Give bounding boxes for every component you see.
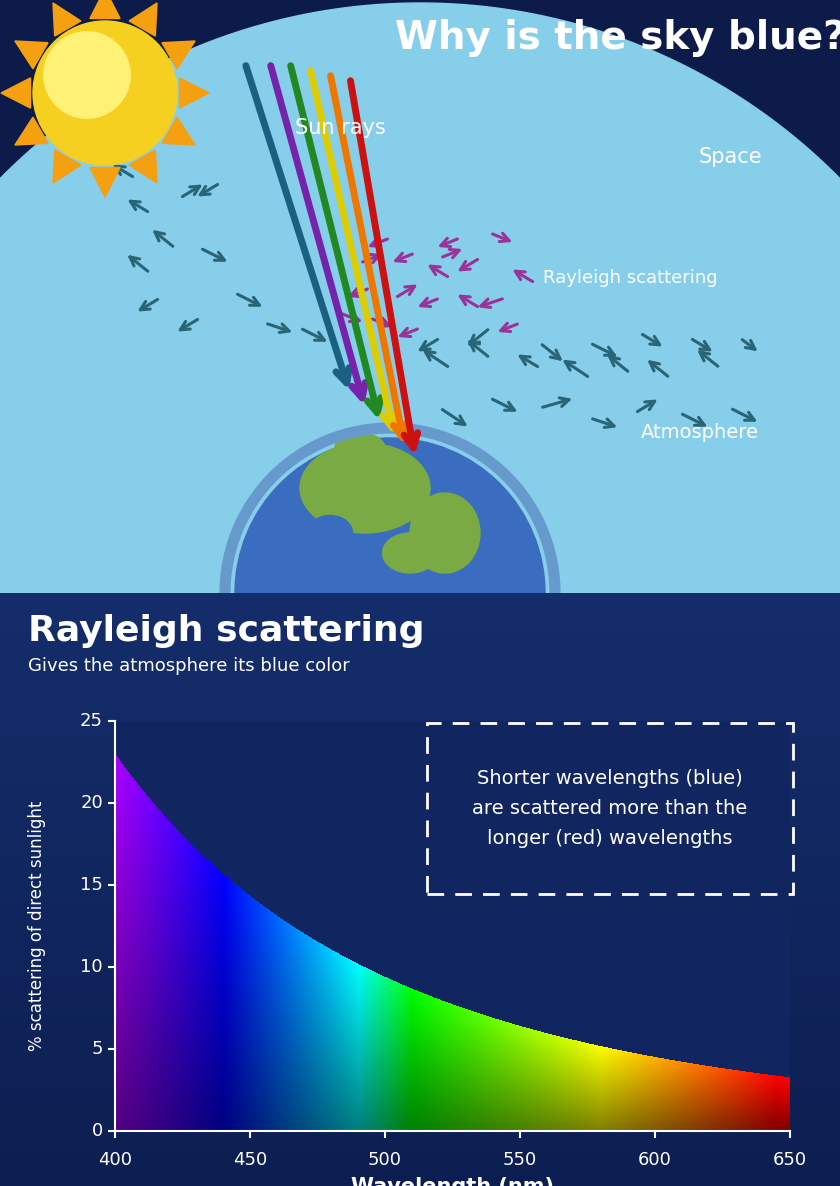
- Polygon shape: [0, 4, 840, 593]
- Text: 450: 450: [233, 1150, 267, 1169]
- Circle shape: [33, 21, 177, 165]
- Text: 500: 500: [368, 1150, 402, 1169]
- Polygon shape: [129, 149, 157, 183]
- Polygon shape: [90, 0, 120, 19]
- Ellipse shape: [335, 433, 385, 463]
- Text: 10: 10: [81, 958, 103, 976]
- Text: 0: 0: [92, 1122, 103, 1140]
- Polygon shape: [162, 42, 195, 69]
- Text: Rayleigh scattering: Rayleigh scattering: [28, 614, 424, 648]
- Polygon shape: [53, 2, 81, 36]
- Text: % scattering of direct sunlight: % scattering of direct sunlight: [28, 801, 46, 1051]
- Text: 20: 20: [81, 793, 103, 812]
- Text: 600: 600: [638, 1150, 672, 1169]
- Text: Space: Space: [698, 147, 762, 167]
- Polygon shape: [180, 78, 209, 108]
- Ellipse shape: [300, 444, 430, 533]
- Text: Rayleigh scattering: Rayleigh scattering: [543, 269, 717, 287]
- Ellipse shape: [410, 493, 480, 573]
- Polygon shape: [1, 78, 30, 108]
- Polygon shape: [15, 117, 48, 145]
- Text: Atmosphere: Atmosphere: [641, 423, 759, 442]
- Circle shape: [44, 32, 130, 119]
- Polygon shape: [129, 2, 157, 36]
- Polygon shape: [53, 149, 81, 183]
- Text: Sun rays: Sun rays: [295, 117, 386, 138]
- Ellipse shape: [382, 533, 438, 573]
- Text: 400: 400: [98, 1150, 132, 1169]
- Text: Shorter wavelengths (blue)
are scattered more than the
longer (red) wavelengths: Shorter wavelengths (blue) are scattered…: [472, 770, 748, 848]
- Polygon shape: [90, 167, 120, 197]
- Text: 15: 15: [80, 876, 103, 894]
- Ellipse shape: [307, 516, 353, 550]
- Text: 550: 550: [503, 1150, 537, 1169]
- Text: 5: 5: [92, 1040, 103, 1058]
- Text: Why is the sky blue?: Why is the sky blue?: [395, 19, 840, 57]
- Polygon shape: [15, 42, 48, 69]
- Text: Wavelength (nm): Wavelength (nm): [351, 1177, 554, 1186]
- Polygon shape: [162, 117, 195, 145]
- Text: 25: 25: [80, 712, 103, 731]
- Text: Gives the atmosphere its blue color: Gives the atmosphere its blue color: [28, 657, 349, 675]
- Text: 650: 650: [773, 1150, 807, 1169]
- Circle shape: [235, 438, 545, 748]
